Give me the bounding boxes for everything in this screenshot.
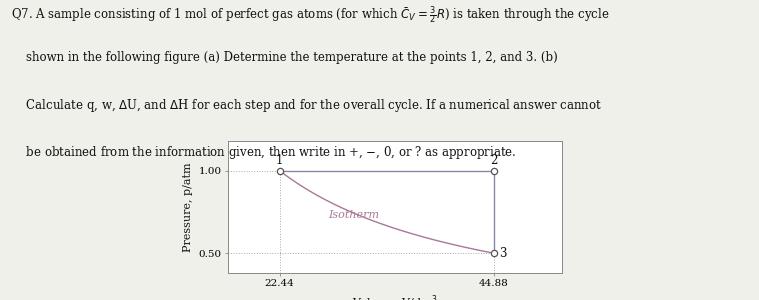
X-axis label: Volume, V/dm$^3$: Volume, V/dm$^3$	[352, 294, 437, 300]
Text: 1: 1	[276, 154, 283, 166]
Y-axis label: Pressure, p/atm: Pressure, p/atm	[183, 162, 193, 252]
Text: Calculate q, w, $\Delta$U, and $\Delta$H for each step and for the overall cycle: Calculate q, w, $\Delta$U, and $\Delta$H…	[11, 98, 603, 115]
Text: be obtained from the information given, then write in +, $-$, 0, or ? as appropr: be obtained from the information given, …	[11, 144, 517, 161]
Text: Q7. A sample consisting of 1 mol of perfect gas atoms (for which $\bar{C}_V = \f: Q7. A sample consisting of 1 mol of perf…	[11, 4, 609, 26]
Text: shown in the following figure (a) Determine the temperature at the points 1, 2, : shown in the following figure (a) Determ…	[11, 51, 558, 64]
Text: 3: 3	[499, 247, 507, 260]
Text: Isotherm: Isotherm	[328, 210, 379, 220]
Text: 2: 2	[490, 154, 497, 166]
